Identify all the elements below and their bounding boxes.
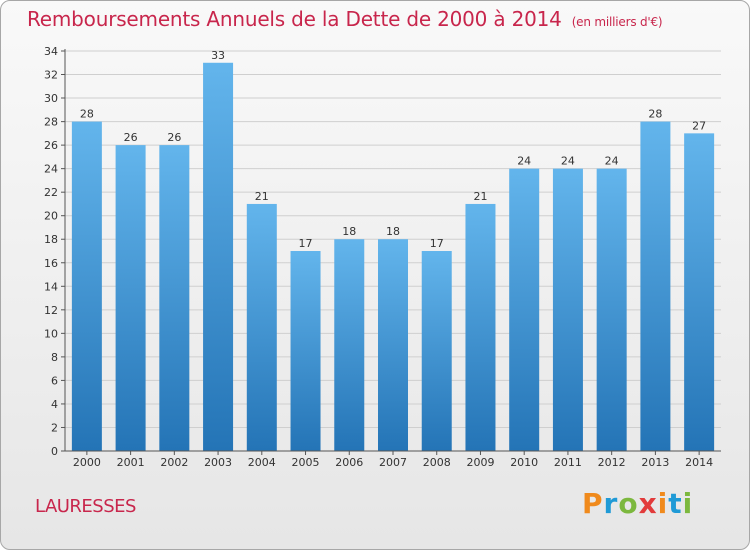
y-tick-label: 12: [44, 304, 58, 317]
x-tick-label: 2012: [598, 456, 626, 469]
x-tick-label: 2013: [641, 456, 669, 469]
x-tick-label: 2006: [335, 456, 363, 469]
y-tick-label: 16: [44, 257, 58, 270]
x-tick-label: 2002: [160, 456, 188, 469]
chart-unit: (en milliers d'€): [571, 15, 663, 29]
x-tick-label: 2011: [554, 456, 582, 469]
bar-2013[interactable]: [640, 121, 671, 452]
chart-title-text: Remboursements Annuels de la Dette de 20…: [27, 7, 562, 31]
x-tick-label: 2010: [510, 456, 538, 469]
y-tick-label: 26: [44, 139, 58, 152]
bar-2002[interactable]: [159, 145, 190, 451]
y-tick-label: 6: [51, 374, 58, 387]
y-tick-label: 32: [44, 69, 58, 82]
bar-value-label: 26: [124, 131, 138, 144]
bar-2005[interactable]: [290, 251, 321, 451]
bar-value-label: 21: [255, 190, 269, 203]
x-tick-label: 2004: [248, 456, 276, 469]
location-label: LAURESSES: [35, 496, 136, 517]
x-tick-label: 2005: [292, 456, 320, 469]
bar-value-label: 24: [605, 155, 619, 168]
x-tick-label: 2008: [423, 456, 451, 469]
bar-value-label: 28: [648, 108, 662, 121]
bar-value-label: 17: [299, 237, 313, 250]
proxiti-logo-text: Proxiti: [582, 487, 694, 520]
y-tick-label: 22: [44, 186, 58, 199]
y-tick-label: 24: [44, 163, 58, 176]
y-tick-label: 14: [44, 280, 58, 293]
bar-2003[interactable]: [203, 62, 234, 451]
y-tick-label: 28: [44, 116, 58, 129]
x-tick-label: 2003: [204, 456, 232, 469]
y-tick-label: 4: [51, 398, 58, 411]
proxiti-logo[interactable]: Proxiti: [582, 487, 692, 527]
y-tick-label: 20: [44, 210, 58, 223]
bar-value-label: 27: [692, 119, 706, 132]
bar-value-label: 21: [473, 190, 487, 203]
bar-2014[interactable]: [684, 133, 715, 451]
bar-2011[interactable]: [552, 168, 583, 451]
bar-2004[interactable]: [246, 203, 277, 451]
bar-2010[interactable]: [509, 168, 540, 451]
bar-value-label: 18: [342, 225, 356, 238]
bar-2006[interactable]: [334, 239, 365, 451]
chart-title: Remboursements Annuels de la Dette de 20…: [27, 7, 663, 31]
bar-value-label: 17: [430, 237, 444, 250]
x-tick-label: 2007: [379, 456, 407, 469]
y-tick-label: 8: [51, 351, 58, 364]
y-tick-label: 10: [44, 327, 58, 340]
bar-value-label: 28: [80, 108, 94, 121]
bar-2012[interactable]: [596, 168, 627, 451]
bar-value-label: 26: [167, 131, 181, 144]
bar-2001[interactable]: [115, 145, 146, 451]
bars: 28 26 26 33 21 17 18 18 17 21 24 24 24 28 27: [71, 49, 715, 452]
bar-2009[interactable]: [465, 203, 496, 451]
x-tick-label: 2001: [117, 456, 145, 469]
y-tick-label: 34: [44, 45, 58, 58]
y-tick-label: 30: [44, 92, 58, 105]
bar-2000[interactable]: [71, 121, 102, 452]
bar-value-label: 24: [517, 155, 531, 168]
x-tick-label: 2014: [685, 456, 713, 469]
y-tick-label: 0: [51, 445, 58, 458]
y-tick-label: 2: [51, 421, 58, 434]
bar-2007[interactable]: [378, 239, 408, 451]
bar-2008[interactable]: [421, 251, 452, 451]
bar-value-label: 33: [211, 49, 225, 62]
x-tick-label: 2009: [466, 456, 494, 469]
bar-value-label: 24: [561, 155, 575, 168]
y-tick-label: 18: [44, 233, 58, 246]
bar-value-label: 18: [386, 225, 400, 238]
x-tick-label: 2000: [73, 456, 101, 469]
